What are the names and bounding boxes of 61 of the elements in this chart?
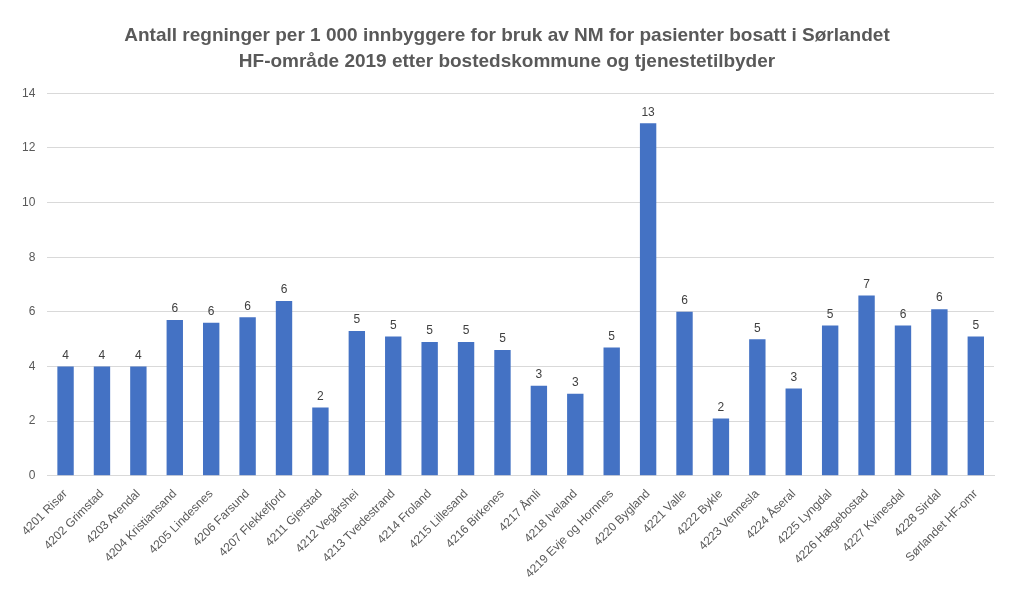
bar — [821, 325, 839, 476]
y-tick-label: 8 — [28, 249, 36, 264]
data-label: 5 — [426, 323, 434, 338]
bar — [203, 322, 220, 476]
y-tick-label: 12 — [21, 140, 36, 155]
y-tick-label: 2 — [28, 413, 36, 428]
chart-title: Antall regninger per 1 000 innbyggere for bruk av NM for pasienter bosatt i Sørlandet HF-område 2019 etter bostedskommune og tjenestetilbyder — [123, 23, 891, 73]
data-label: 6 — [244, 298, 252, 313]
bar — [749, 339, 766, 476]
data-label: 7 — [863, 276, 871, 291]
bar — [639, 123, 657, 476]
y-tick-label: 6 — [28, 304, 36, 319]
bar — [567, 393, 584, 476]
bar — [894, 325, 912, 476]
bar — [348, 330, 366, 476]
bar — [312, 407, 329, 476]
bar — [931, 309, 948, 476]
data-label: 6 — [280, 282, 288, 297]
data-label: 5 — [353, 312, 361, 327]
data-label: 5 — [608, 328, 616, 343]
bar — [421, 341, 438, 476]
bar — [530, 385, 548, 476]
data-label: 4 — [98, 347, 106, 362]
data-label: 13 — [641, 104, 656, 119]
bar — [57, 366, 74, 476]
bar — [130, 366, 147, 476]
bar — [676, 311, 693, 476]
data-label: 6 — [899, 306, 907, 321]
bar — [785, 388, 802, 476]
data-label: 3 — [571, 375, 579, 390]
bar — [712, 418, 730, 476]
data-label: 4 — [135, 347, 143, 362]
bar — [494, 350, 511, 476]
bar — [967, 336, 984, 476]
data-label: 3 — [790, 369, 798, 384]
y-tick-label: 4 — [28, 358, 36, 373]
bar — [239, 317, 256, 476]
data-label: 5 — [753, 320, 761, 335]
bar — [275, 300, 293, 476]
y-tick-label: 0 — [28, 468, 36, 483]
data-label: 6 — [681, 293, 689, 308]
bar — [385, 336, 402, 476]
data-label: 4 — [62, 347, 70, 362]
data-label: 5 — [499, 331, 507, 346]
data-label: 5 — [972, 317, 980, 332]
bar — [457, 341, 475, 476]
data-label: 6 — [207, 304, 215, 319]
data-label: 5 — [826, 306, 834, 321]
data-label: 5 — [389, 317, 397, 332]
data-label: 3 — [535, 366, 543, 381]
y-tick-label: 10 — [21, 194, 36, 209]
bar — [858, 295, 875, 476]
data-label: 2 — [317, 388, 325, 403]
bar — [93, 366, 111, 476]
data-label: 2 — [717, 399, 725, 414]
y-tick-label: 14 — [21, 85, 36, 100]
data-label: 6 — [936, 290, 944, 305]
data-label: 6 — [171, 301, 179, 316]
bar — [603, 347, 620, 476]
data-label: 5 — [462, 323, 470, 338]
bar — [166, 320, 183, 476]
